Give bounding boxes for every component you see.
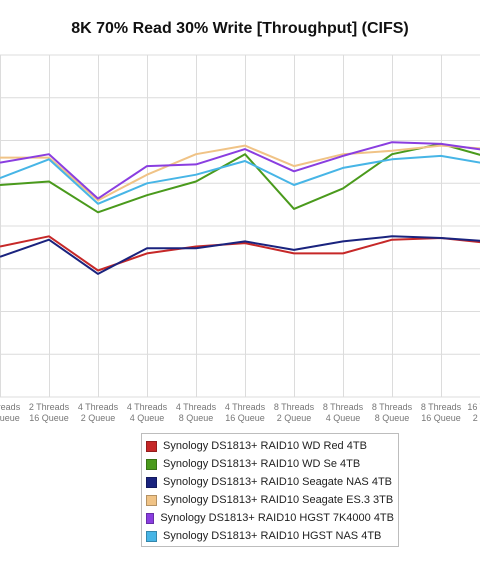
legend-swatch [146,440,157,452]
legend-label: Synology DS1813+ RAID10 WD Se 4TB [163,458,361,470]
legend-swatch [146,476,157,488]
series-line-6 [0,154,480,205]
legend-item: Synology DS1813+ RAID10 WD Se 4TB [146,455,394,473]
legend-label: Synology DS1813+ RAID10 Seagate NAS 4TB [163,476,392,488]
x-tick-label: 4 Threads 8 Queue [176,402,217,423]
legend-label: Synology DS1813+ RAID10 HGST NAS 4TB [163,530,382,542]
legend-item: Synology DS1813+ RAID10 WD Red 4TB [146,437,394,455]
series-line-3 [0,235,480,275]
legend-label: Synology DS1813+ RAID10 Seagate ES.3 3TB [163,494,394,506]
grid [0,54,480,398]
series-lines [0,141,480,275]
series-line-4 [0,144,480,202]
legend-label: Synology DS1813+ RAID10 HGST 7K4000 4TB [160,512,394,524]
x-tick-label: 2 Threads 16 Queue [29,402,70,423]
series-line-2 [0,142,480,214]
x-tick-label: 8 Threads 4 Queue [323,402,364,423]
legend-label: Synology DS1813+ RAID10 WD Red 4TB [163,440,367,452]
legend-item: Synology DS1813+ RAID10 HGST NAS 4TB [146,527,394,545]
x-tick-label: 4 Threads 2 Queue [78,402,119,423]
legend-swatch [146,458,157,470]
legend-swatch [146,512,155,524]
legend-swatch [146,530,157,542]
x-tick-label: 4 Threads 4 Queue [127,402,168,423]
x-tick-label: 8 Threads 16 Queue [421,402,462,423]
x-tick-label: 8 Threads 8 Queue [372,402,413,423]
chart-title: 8K 70% Read 30% Write [Throughput] (CIFS… [71,20,409,37]
legend: Synology DS1813+ RAID10 WD Red 4TB Synolo… [141,433,399,547]
legend-swatch [146,494,157,506]
legend-item: Synology DS1813+ RAID10 Seagate NAS 4TB [146,473,394,491]
x-tick-label: 8 Threads 2 Queue [274,402,315,423]
series-line-5 [0,141,480,200]
series-line-1 [0,235,480,272]
legend-item: Synology DS1813+ RAID10 HGST 7K4000 4TB [146,509,394,527]
legend-item: Synology DS1813+ RAID10 Seagate ES.3 3TB [146,491,394,509]
x-tick-label: 4 Threads 16 Queue [225,402,266,423]
